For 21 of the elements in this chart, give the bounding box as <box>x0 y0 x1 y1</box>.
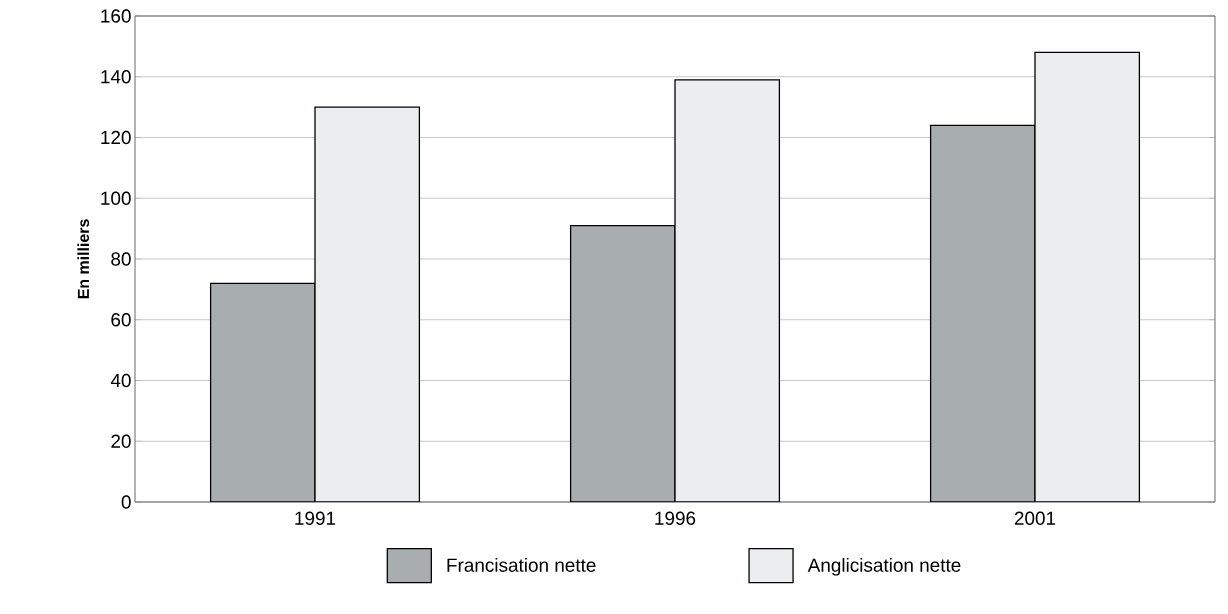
legend-label: Francisation nette <box>447 557 596 572</box>
bar <box>1034 51 1141 502</box>
bar <box>314 106 421 502</box>
x-tick-label: 2001 <box>1014 511 1056 525</box>
y-tick-label: 60 <box>111 313 131 327</box>
y-axis-title: En milliers <box>77 219 90 299</box>
bar <box>674 79 781 502</box>
bar <box>929 124 1036 502</box>
y-tick-label: 140 <box>101 70 131 84</box>
x-tick-label: 1991 <box>295 511 336 525</box>
y-tick-label: 160 <box>101 9 131 23</box>
y-tick-label: 20 <box>111 434 131 448</box>
y-tick-label: 0 <box>121 495 131 509</box>
bar <box>209 282 316 502</box>
legend-label: Anglicisation nette <box>807 557 961 576</box>
y-tick-label: 80 <box>111 252 131 266</box>
x-tick-label: 1996 <box>655 511 696 525</box>
y-tick-label: 100 <box>101 191 131 205</box>
y-tick-label: 120 <box>101 130 131 145</box>
bar <box>569 224 676 502</box>
y-tick-label: 40 <box>110 373 131 388</box>
